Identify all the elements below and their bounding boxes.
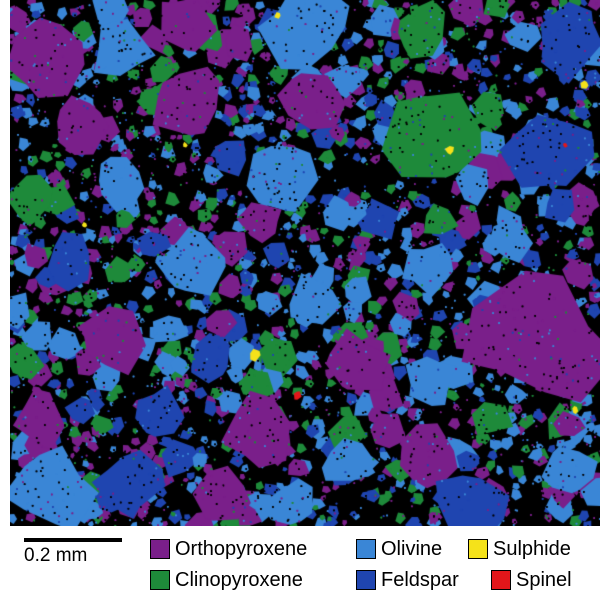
scale-bar [24,538,122,542]
legend-swatch [468,539,488,559]
legend-item-olivine: Olivine [356,536,442,562]
phase-map-image [10,0,600,526]
legend-swatch [150,570,170,590]
legend-item-orthopyroxene: Orthopyroxene [150,536,307,562]
legend-swatch [356,539,376,559]
legend-label: Spinel [516,568,572,591]
legend-label: Orthopyroxene [175,537,308,560]
legend-label: Sulphide [493,537,571,560]
scale-bar-label: 0.2 mm [24,545,88,566]
legend-swatch [491,570,511,590]
legend-label: Olivine [381,537,443,560]
legend-item-clinopyroxene: Clinopyroxene [150,567,303,593]
legend-item-spinel: Spinel [491,567,572,593]
legend-label: Feldspar [381,568,459,591]
legend-item-feldspar: Feldspar [356,567,459,593]
legend-swatch [356,570,376,590]
legend-label: Clinopyroxene [175,568,303,591]
legend-item-sulphide: Sulphide [468,536,571,562]
legend-swatch [150,539,170,559]
